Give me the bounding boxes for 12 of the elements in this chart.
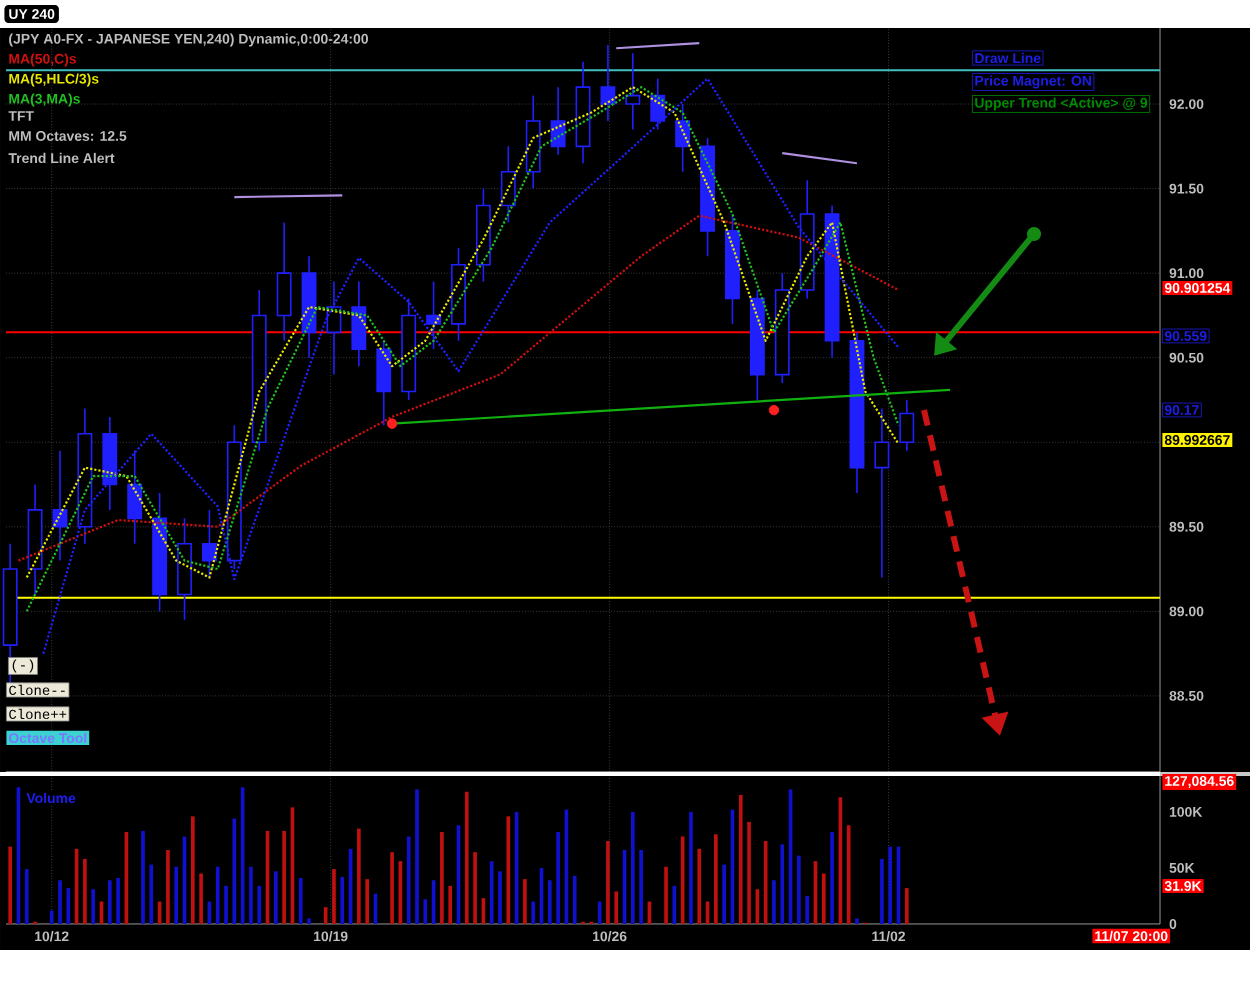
candlestick xyxy=(351,280,367,367)
candlestick xyxy=(874,407,890,579)
candlestick xyxy=(426,280,442,351)
candlestick xyxy=(127,449,143,545)
candlestick xyxy=(201,509,217,579)
candlestick xyxy=(675,103,691,173)
candlestick xyxy=(276,221,292,342)
candlestick xyxy=(899,399,915,452)
candlestick xyxy=(500,145,516,224)
candlestick xyxy=(550,86,566,156)
candlestick xyxy=(600,44,616,122)
candlestick xyxy=(625,52,641,131)
